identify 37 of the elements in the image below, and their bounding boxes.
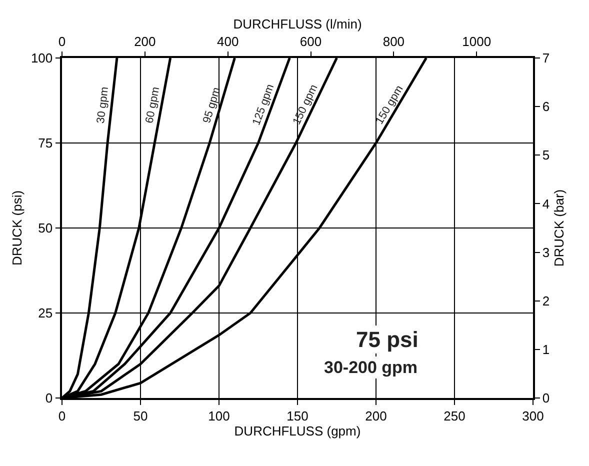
y2-tick-label: 2 <box>542 293 550 308</box>
x-tick-label: 50 <box>133 408 148 424</box>
y2-tick-label: 3 <box>542 244 550 260</box>
x-tick-label: 200 <box>365 408 387 424</box>
text: 125 gpm <box>250 82 277 127</box>
x2-tick-label: 0 <box>58 34 66 50</box>
x2-tick-label: 800 <box>382 34 405 50</box>
x-tick-label: 150 <box>286 408 308 424</box>
x2-axis-title: DURCHFLUSS (l/min) <box>233 16 362 32</box>
y2-tick-label: 7 <box>542 50 550 66</box>
y-tick-label: 75 <box>38 136 53 151</box>
y2-tick-label: 5 <box>542 148 550 163</box>
x2-tick-label: 600 <box>300 34 322 50</box>
text: 95 gpm <box>201 86 223 125</box>
x-axis-title: DURCHFLUSS (gpm) <box>234 423 361 438</box>
text: 30 gpm <box>94 86 111 124</box>
y2-tick-label: 0 <box>542 390 550 406</box>
x-tick-label: 0 <box>58 408 66 424</box>
y2-tick-label: 6 <box>542 99 550 114</box>
text: 60 gpm <box>144 86 162 124</box>
x-tick-label: 250 <box>444 408 466 424</box>
y-tick-label: 50 <box>38 220 53 236</box>
x2-tick-label: 1000 <box>462 34 492 50</box>
text: 150 gpm <box>290 82 320 127</box>
y2-tick-label: 1 <box>542 342 550 357</box>
y2-axis-title: DRUCK (bar) <box>552 189 567 267</box>
y-tick-label: 100 <box>30 50 53 66</box>
x-tick-label: 100 <box>208 408 230 424</box>
x2-tick-label: 200 <box>134 34 156 50</box>
x2-tick-label: 400 <box>217 34 239 50</box>
y-tick-label: 0 <box>45 390 53 406</box>
y2-tick-label: 4 <box>542 196 550 212</box>
y-axis-title: DRUCK (psi) <box>9 190 24 266</box>
y-tick-label: 25 <box>38 306 53 321</box>
annotation: 30-200 gpm <box>324 358 418 377</box>
x-tick-label: 300 <box>522 408 544 424</box>
annotation: 75 psi <box>356 327 418 352</box>
